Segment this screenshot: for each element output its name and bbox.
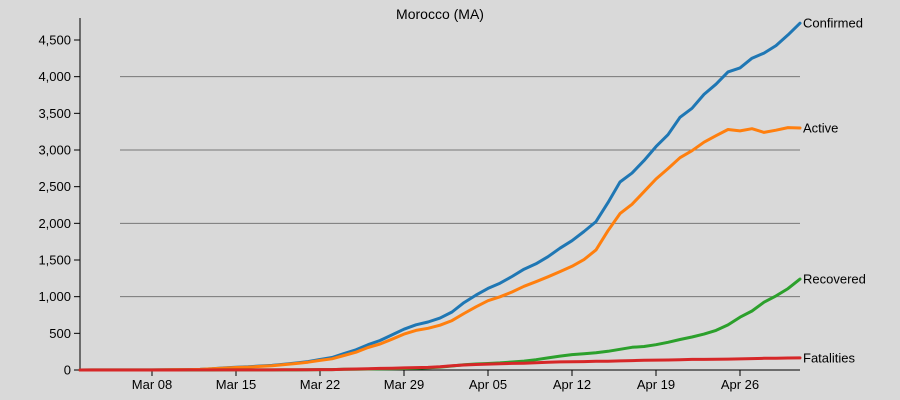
y-tick-label: 0 [64,363,71,378]
y-tick-label: 2,000 [38,216,71,231]
x-tick-label: Apr 12 [553,377,591,392]
x-tick-label: Mar 08 [132,377,172,392]
series-lines [78,21,802,372]
x-tick-label: Apr 19 [637,377,675,392]
series-label-confirmed: Confirmed [803,16,863,31]
axes: 0 500 1,000 1,500 2,000 2,500 3,000 3,500 4,000 4… [38,18,800,392]
series-label-recovered: Recovered [803,272,866,287]
y-tick-label: 1,500 [38,253,71,268]
series-labels: Confirmed Active Recovered Fatalities [803,16,866,366]
x-tick-label: Mar 15 [216,377,256,392]
y-tick-label: 500 [49,326,71,341]
series-label-fatalities: Fatalities [803,350,856,365]
grid-lines [120,76,800,298]
y-tick-label: 2,500 [38,179,71,194]
y-tick-label: 1,000 [38,289,71,304]
y-tick-label: 3,000 [38,143,71,158]
chart-title: Morocco (MA) [396,6,484,22]
y-tick-label: 3,500 [38,106,71,121]
x-tick-label: Mar 22 [300,377,340,392]
series-line-active [78,126,802,372]
series-label-active: Active [803,121,838,136]
series-line-confirmed [78,21,802,372]
y-tick-label: 4,000 [38,69,71,84]
x-tick-label: Apr 05 [469,377,507,392]
x-tick-label: Apr 26 [721,377,759,392]
x-tick-label: Mar 29 [384,377,424,392]
y-tick-label: 4,500 [38,33,71,48]
series-line-fatalities [78,356,802,372]
